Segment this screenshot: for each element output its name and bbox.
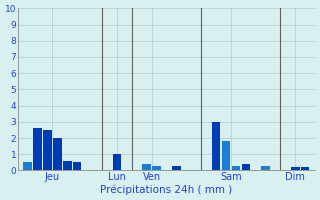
Bar [33, 128, 42, 170]
Bar [261, 166, 270, 170]
Bar [232, 166, 240, 170]
Bar [113, 154, 121, 170]
X-axis label: Précipitations 24h ( mm ): Précipitations 24h ( mm ) [100, 185, 233, 195]
Bar [53, 138, 62, 170]
Bar [152, 166, 161, 170]
Bar [291, 167, 300, 170]
Bar [172, 166, 180, 170]
Bar [212, 122, 220, 170]
Bar [73, 162, 82, 170]
Bar [242, 164, 250, 170]
Bar [142, 164, 151, 170]
Bar [301, 167, 309, 170]
Bar [23, 162, 32, 170]
Bar [43, 130, 52, 170]
Bar [63, 161, 72, 170]
Bar [222, 141, 230, 170]
